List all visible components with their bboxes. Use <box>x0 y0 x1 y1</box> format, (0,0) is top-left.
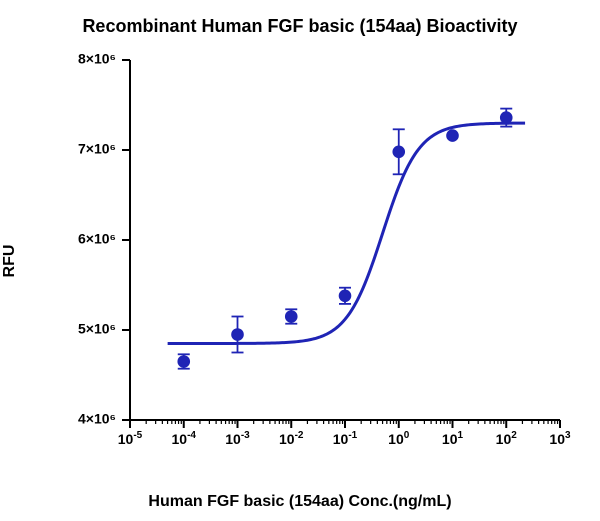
svg-text:6×10⁶: 6×10⁶ <box>78 231 116 247</box>
svg-text:100: 100 <box>388 430 410 447</box>
svg-text:101: 101 <box>442 430 464 447</box>
svg-text:10-3: 10-3 <box>225 430 250 447</box>
svg-text:5×10⁶: 5×10⁶ <box>78 321 116 337</box>
chart-container: Recombinant Human FGF basic (154aa) Bioa… <box>0 0 600 521</box>
svg-text:10-4: 10-4 <box>172 430 197 447</box>
chart-svg: 4×10⁶ 5×10⁶ 6×10⁶ 7×10⁶ 8×10⁶ 10-5 10-4 10-3 10-… <box>0 0 600 521</box>
svg-text:10-5: 10-5 <box>118 430 143 447</box>
svg-text:10-2: 10-2 <box>279 430 304 447</box>
svg-text:4×10⁶: 4×10⁶ <box>78 411 116 427</box>
svg-text:10-1: 10-1 <box>333 430 358 447</box>
svg-text:8×10⁶: 8×10⁶ <box>78 51 116 67</box>
svg-text:7×10⁶: 7×10⁶ <box>78 141 116 157</box>
svg-text:102: 102 <box>496 430 518 447</box>
svg-text:103: 103 <box>549 430 571 447</box>
